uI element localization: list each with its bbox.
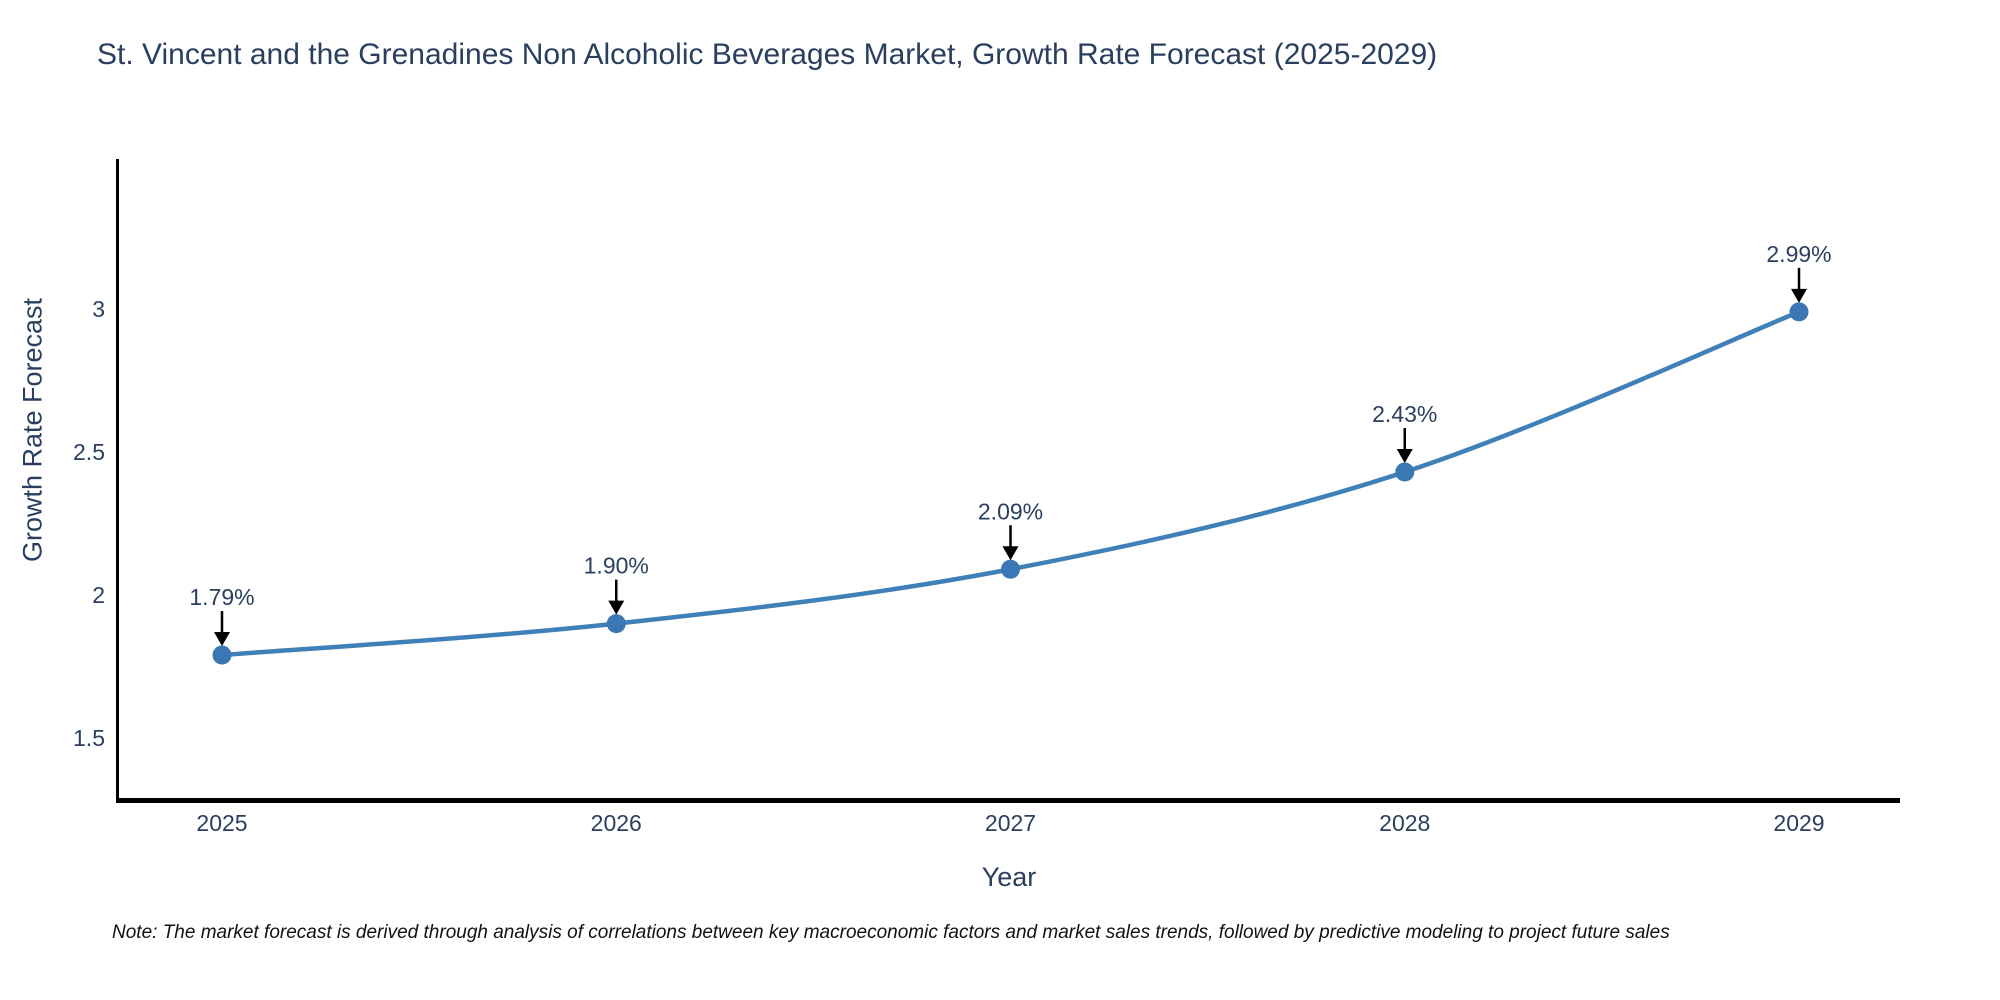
annotation-arrowhead bbox=[214, 632, 230, 647]
x-tick-label: 2026 bbox=[591, 810, 642, 836]
data-point-marker bbox=[606, 614, 626, 634]
data-point-marker bbox=[1395, 462, 1415, 482]
data-point-label: 2.09% bbox=[978, 498, 1043, 524]
x-tick-label: 2028 bbox=[1379, 810, 1430, 836]
y-tick-label: 1.5 bbox=[73, 725, 105, 751]
trend-line bbox=[219, 309, 1802, 658]
data-point-marker bbox=[1789, 302, 1809, 322]
annotation-arrowhead bbox=[1002, 546, 1019, 561]
footnote: Note: The market forecast is derived thr… bbox=[112, 922, 1670, 943]
data-point-marker bbox=[212, 645, 232, 665]
x-axis-spine bbox=[116, 798, 1900, 803]
x-tick-label: 2025 bbox=[196, 810, 247, 836]
annotation-arrowhead bbox=[1396, 449, 1413, 464]
data-point-label: 1.79% bbox=[189, 584, 254, 610]
data-point-label: 2.43% bbox=[1372, 401, 1437, 427]
y-axis-spine bbox=[116, 159, 119, 803]
x-tick-label: 2027 bbox=[985, 810, 1036, 836]
x-axis-title: Year bbox=[981, 862, 1037, 892]
annotation-arrowhead bbox=[608, 600, 625, 615]
y-tick-label: 2 bbox=[92, 582, 105, 608]
data-point-label: 1.90% bbox=[584, 553, 649, 579]
data-point-marker bbox=[1001, 559, 1020, 579]
chart-title: St. Vincent and the Grenadines Non Alcoh… bbox=[97, 38, 1438, 71]
x-tick-label: 2029 bbox=[1773, 810, 1824, 836]
y-tick-label: 3 bbox=[92, 296, 105, 322]
y-tick-label: 2.5 bbox=[73, 439, 105, 465]
data-point-label: 2.99% bbox=[1766, 241, 1831, 267]
annotation-arrowhead bbox=[1791, 288, 1807, 303]
